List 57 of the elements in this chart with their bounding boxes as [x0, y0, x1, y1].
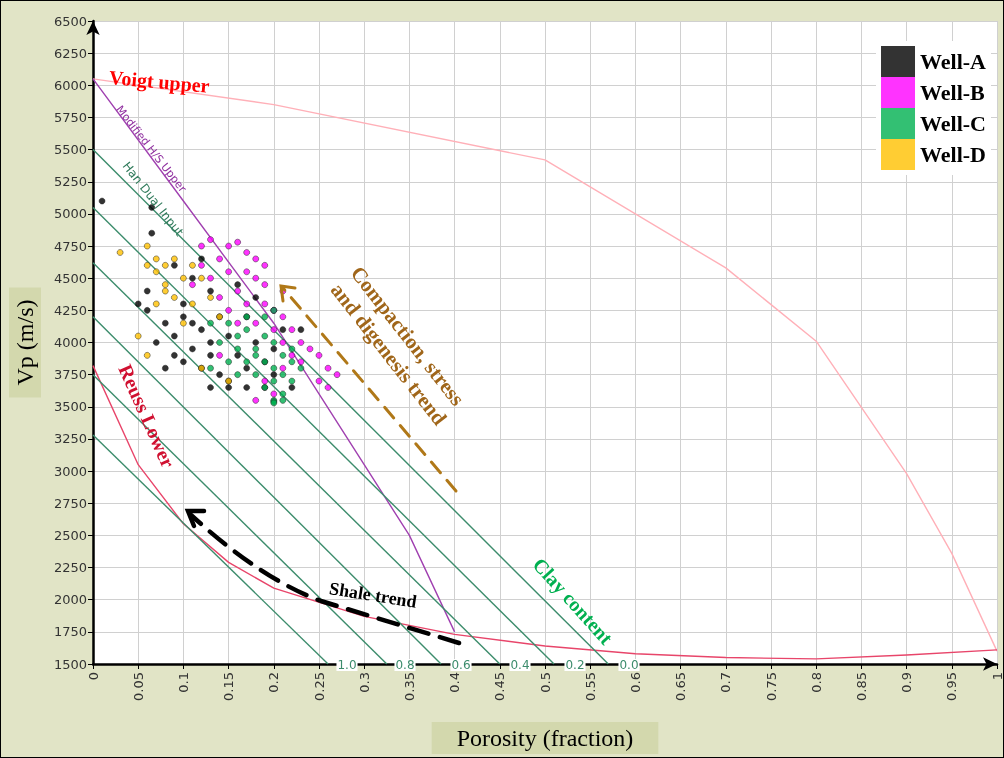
x-tick-label: 0.6: [627, 672, 643, 693]
y-tick-label: 4500: [53, 270, 87, 286]
annotation: 0.8: [395, 658, 415, 672]
x-tick-label: 0.5: [537, 672, 553, 693]
x-tick-label: 0.2: [266, 672, 282, 693]
x-tick-label: 0.7: [718, 672, 734, 693]
annotation: 0.0: [619, 658, 639, 672]
x-tick-label: 0.25: [311, 672, 327, 701]
y-tick-label: 5500: [53, 142, 87, 158]
y-tick-label: 6000: [53, 77, 87, 93]
annotation: 0.2: [565, 658, 585, 672]
x-tick-label: 1: [989, 672, 1004, 681]
x-tick-label: 0: [85, 672, 101, 681]
y-tick-label: 3250: [53, 431, 87, 447]
y-tick-label: 2500: [53, 527, 87, 543]
x-tick-label: 0.95: [944, 672, 960, 701]
legend-label: Well-B: [920, 80, 986, 105]
y-axis-title: Vp (m/s): [12, 299, 38, 386]
y-tick-label: 2250: [53, 560, 87, 576]
y-tick-label: 4750: [53, 238, 87, 254]
y-tick-label: 6250: [53, 45, 87, 61]
x-tick-label: 0.1: [175, 672, 191, 693]
y-tick-label: 1750: [53, 624, 87, 640]
y-tick-label: 1500: [53, 656, 87, 672]
annotation: Shale trend: [327, 578, 419, 612]
y-tick-label: 4250: [53, 302, 87, 318]
x-tick-label: 0.8: [808, 672, 824, 693]
y-tick-label: 3500: [53, 399, 87, 415]
x-tick-label: 0.05: [130, 672, 146, 701]
legend-label: Well-D: [920, 142, 987, 167]
y-tick-label: 5750: [53, 109, 87, 125]
x-tick-label: 0.9: [899, 672, 915, 693]
annotation: Reuss Lower: [114, 361, 180, 472]
x-tick-label: 0.55: [582, 672, 598, 701]
x-axis-title: Porosity (fraction): [456, 725, 634, 751]
y-tick-label: 5250: [53, 174, 87, 190]
y-tick-label: 6500: [53, 13, 87, 29]
x-tick-label: 0.3: [356, 672, 372, 693]
annotation: 0.6: [451, 658, 471, 672]
x-tick-label: 0.85: [853, 672, 869, 701]
y-tick-label: 4000: [53, 335, 87, 350]
x-tick-label: 0.75: [763, 672, 779, 701]
y-tick-label: 2000: [53, 592, 87, 608]
x-tick-label: 0.4: [447, 672, 463, 693]
x-tick-label: 0.45: [492, 672, 508, 701]
x-tick-label: 0.35: [401, 672, 417, 701]
annotation: Voigt upper: [107, 66, 211, 98]
legend-label: Well-A: [920, 49, 987, 74]
y-tick-label: 2750: [53, 495, 87, 511]
annotation: 0.4: [510, 658, 530, 672]
legend-label: Well-C: [920, 111, 987, 136]
y-tick-label: 3750: [53, 367, 87, 383]
x-tick-label: 0.15: [221, 672, 237, 701]
x-tick-label: 0.65: [673, 672, 689, 701]
y-tick-label: 5000: [53, 206, 87, 222]
y-tick-label: 3000: [53, 463, 87, 479]
annotation: 1.0: [337, 658, 357, 672]
